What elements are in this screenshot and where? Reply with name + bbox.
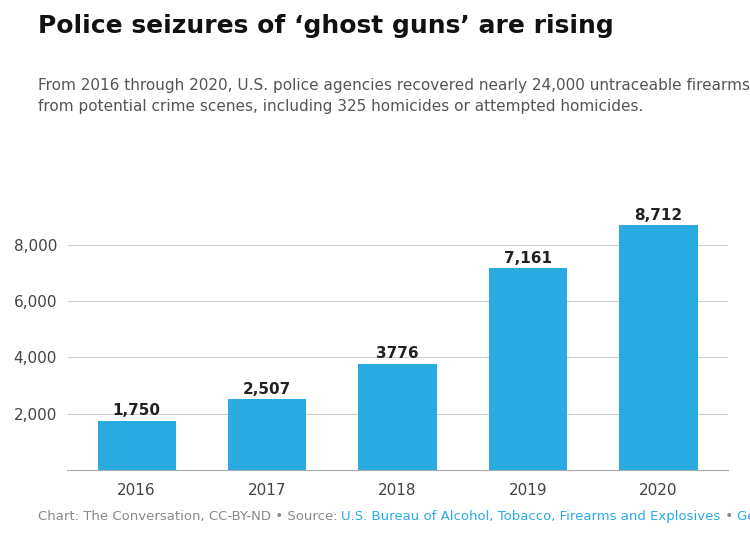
Bar	[489, 268, 567, 470]
Text: From 2016 through 2020, U.S. police agencies recovered nearly 24,000 untraceable: From 2016 through 2020, U.S. police agen…	[38, 78, 749, 114]
Text: Police seizures of ‘ghost guns’ are rising: Police seizures of ‘ghost guns’ are risi…	[38, 14, 613, 37]
Text: 1,750: 1,750	[112, 403, 160, 418]
Text: •: •	[721, 510, 737, 523]
Text: Get the data: Get the data	[737, 510, 750, 523]
Bar	[98, 421, 176, 470]
Text: 8,712: 8,712	[634, 207, 682, 222]
Text: 3776: 3776	[376, 346, 419, 361]
Text: 7,161: 7,161	[504, 251, 552, 266]
Bar	[228, 399, 306, 470]
Text: 2,507: 2,507	[243, 382, 291, 397]
Bar	[620, 225, 698, 470]
Text: Chart: The Conversation, CC-BY-ND • Source:: Chart: The Conversation, CC-BY-ND • Sour…	[38, 510, 341, 523]
Text: U.S. Bureau of Alcohol, Tobacco, Firearms and Explosives: U.S. Bureau of Alcohol, Tobacco, Firearm…	[341, 510, 721, 523]
Bar	[358, 363, 436, 470]
